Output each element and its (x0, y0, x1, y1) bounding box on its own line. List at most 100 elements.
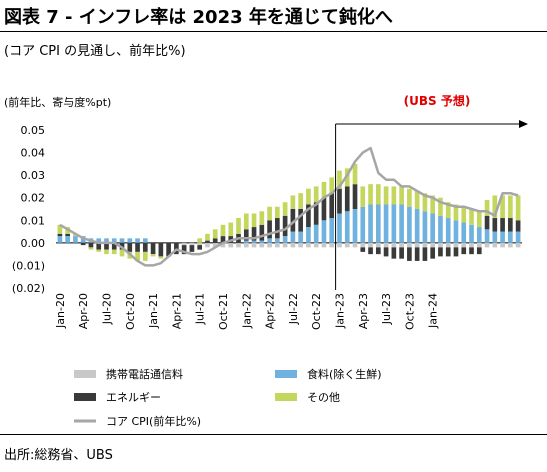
legend-label-mobile: 携帯電話通信料 (106, 367, 183, 381)
bar-mobile (391, 242, 397, 248)
bar-energy (127, 242, 133, 252)
bar-other (445, 202, 451, 219)
legend-label-core: コア CPI(前年比%) (106, 414, 201, 428)
forecast-marker: (UBS 予想) (335, 93, 528, 290)
line-series (59, 146, 519, 267)
bar-energy (469, 247, 474, 255)
bar-energy (135, 242, 140, 252)
bar-mobile (298, 242, 303, 248)
bar-other (469, 209, 474, 225)
bar-food (282, 236, 288, 243)
x-tick-label: Apr-20 (77, 293, 90, 329)
x-tick-label: Jul-21 (194, 293, 207, 325)
bar-other (220, 224, 226, 237)
bar-other (104, 249, 109, 255)
y-tick-label: 0.00 (21, 237, 46, 250)
legend-label-food: 食料(除く生鮮) (307, 367, 382, 381)
bar-energy (492, 218, 498, 232)
bar-energy (344, 186, 350, 212)
bar-mobile (267, 242, 272, 248)
bar-energy (445, 247, 451, 257)
y-tick-label: (0.01) (12, 259, 45, 272)
bar-energy (259, 224, 265, 241)
chart-title: 図表 7 - インフレ率は 2023 年を通じて鈍化へ (4, 7, 393, 28)
bar-food (243, 240, 249, 243)
x-tick-label: Jan-20 (54, 293, 67, 329)
bar-other (438, 197, 443, 216)
bar-food (407, 206, 412, 243)
bar-energy (197, 245, 203, 250)
x-tick-label: Apr-21 (170, 293, 183, 329)
bar-energy (391, 247, 397, 259)
bar-food (119, 238, 125, 243)
bar-energy (337, 188, 342, 214)
bar-energy (414, 247, 420, 261)
bar-food (368, 204, 373, 243)
bar-energy (500, 218, 505, 232)
bar-energy (88, 242, 94, 248)
bar-other (306, 188, 311, 205)
bar-food (313, 224, 319, 243)
bar-energy (508, 218, 513, 232)
bar-mobile (407, 242, 412, 248)
source-note: 出所:総務省、UBS (4, 448, 113, 463)
bar-energy (321, 197, 327, 221)
bar-series (57, 163, 521, 261)
forecast-label: (UBS 予想) (404, 93, 471, 108)
y-tick-label: 0.04 (21, 147, 46, 160)
bar-energy (212, 238, 218, 243)
bar-mobile (438, 242, 443, 248)
bar-energy (360, 247, 366, 252)
bar-other (57, 224, 63, 234)
bar-mobile (251, 242, 257, 248)
bar-other (368, 184, 373, 205)
bar-other (267, 206, 272, 221)
bar-energy (515, 220, 521, 232)
bar-other (375, 184, 381, 205)
bar-energy (158, 242, 164, 257)
bar-food (73, 236, 78, 243)
bar-other (282, 202, 288, 216)
footer-divider (0, 434, 547, 435)
bar-other (111, 249, 117, 255)
bar-energy (383, 247, 389, 257)
legend-label-energy: エネルギー (106, 391, 161, 404)
bar-mobile (259, 242, 265, 248)
bar-energy (375, 247, 381, 255)
bar-other (251, 213, 257, 228)
bar-mobile (290, 242, 296, 248)
bar-energy (57, 233, 63, 237)
bar-other (290, 195, 296, 209)
bar-food (391, 204, 397, 243)
bar-mobile (352, 242, 358, 248)
bar-food (399, 204, 404, 243)
bar-mobile (476, 242, 482, 248)
bar-other (197, 238, 203, 243)
bar-other (119, 249, 125, 257)
bar-energy (313, 202, 319, 225)
bar-mobile (508, 242, 513, 248)
bar-other (508, 195, 513, 219)
title-divider (0, 31, 547, 32)
y-axis-unit: (前年比、寄与度%pt) (4, 96, 112, 109)
bar-food (484, 229, 490, 243)
bar-other (422, 193, 428, 212)
bar-energy (275, 218, 280, 239)
x-tick-label: Oct-22 (310, 293, 323, 330)
bar-food (135, 238, 140, 243)
bar-other (344, 168, 350, 187)
bar-other (205, 233, 210, 241)
bar-food (461, 222, 467, 243)
bar-other (383, 186, 389, 205)
bar-mobile (344, 242, 350, 248)
bar-energy (111, 242, 117, 250)
bar-food (352, 209, 358, 243)
bar-food (383, 204, 389, 243)
bar-energy (438, 247, 443, 257)
x-tick-label: Oct-23 (403, 293, 416, 330)
bar-other (453, 204, 459, 221)
bar-energy (96, 242, 102, 250)
bar-food (375, 204, 381, 243)
bar-food (251, 240, 257, 243)
x-tick-label: Jan-24 (427, 293, 440, 329)
